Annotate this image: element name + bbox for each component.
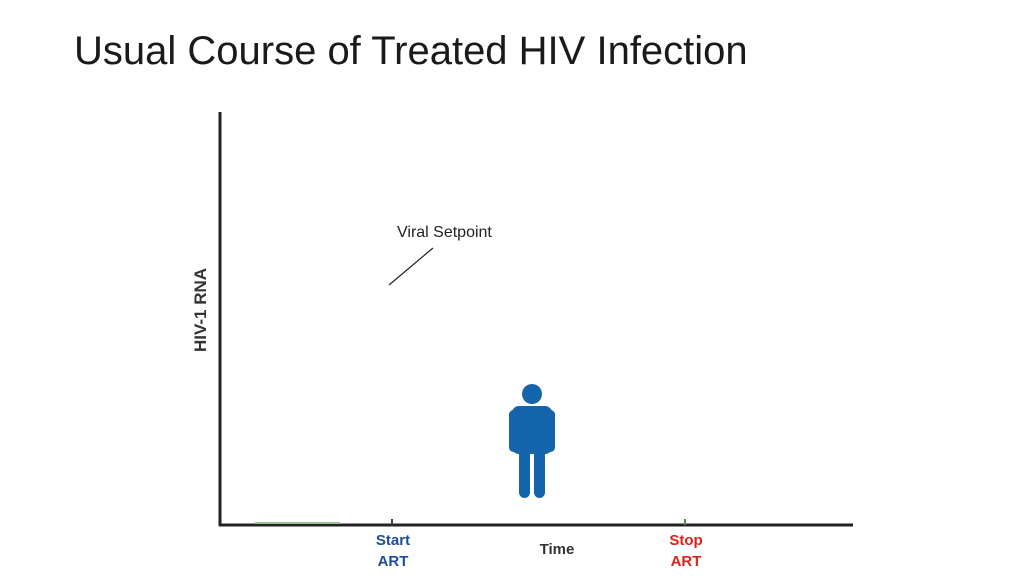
stop-art-label-line2: ART [670,553,702,570]
slide-title: Usual Course of Treated HIV Infection [74,29,748,73]
y-axis-label: HIV-1 RNA [191,267,210,353]
stop-art-label: Stop ART [669,530,702,572]
person-icon [509,384,555,498]
start-art-label-line1: Start [375,532,411,549]
start-art-label: Start ART [376,530,410,572]
viral-setpoint-annotation: Viral Setpoint [397,224,492,241]
x-axis-label: Time [539,541,575,558]
stop-art-label-line1: Stop [669,532,703,549]
annotation-leader-line [388,247,434,286]
start-art-label-line2: ART [377,553,409,570]
